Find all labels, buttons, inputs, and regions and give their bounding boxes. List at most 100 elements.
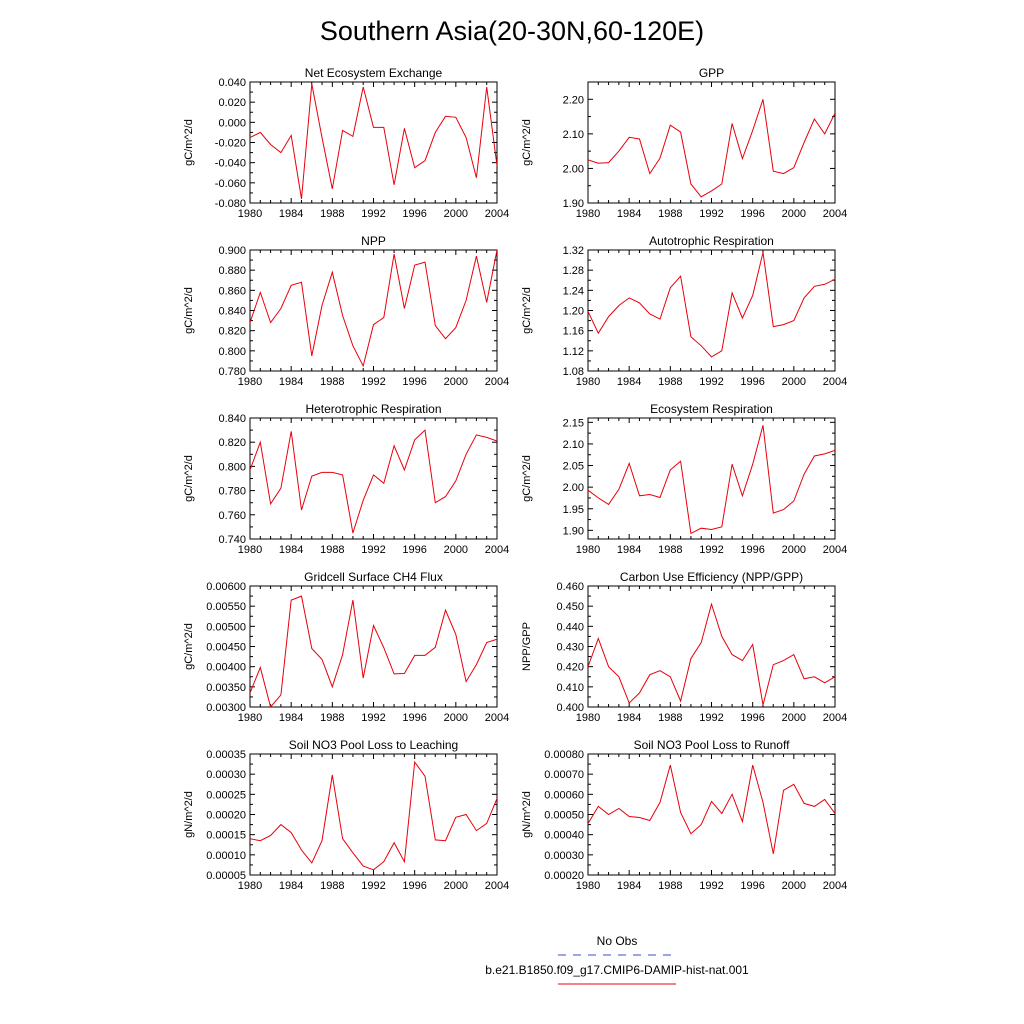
y-tick-label: 0.740 [218,534,246,546]
x-tick-label: 1992 [361,376,385,388]
y-tick-label: 2.10 [563,129,584,141]
y-tick-label: 0.00005 [206,870,246,882]
x-tick-label: 1984 [617,712,641,724]
y-tick-label: 2.05 [563,461,584,473]
panel-title: NPP [361,234,386,248]
legend-model-label: b.e21.B1850.f09_g17.CMIP6-DAMIP-hist-nat… [485,963,749,977]
y-tick-label: 0.00010 [206,850,246,862]
y-tick-label: 0.760 [218,510,246,522]
x-tick-label: 1996 [402,880,426,892]
y-axis-label: gC/m^2/d [521,287,533,334]
y-tick-label: 2.15 [563,417,584,429]
x-tick-label: 1984 [279,880,303,892]
y-tick-label: 1.90 [563,198,584,210]
x-tick-label: 1992 [699,880,723,892]
y-tick-label: 0.00550 [206,601,246,613]
figure-title: Southern Asia(20-30N,60-120E) [320,16,704,46]
series-line [250,595,497,707]
panel-npp: NPP 1980 1984 1988 1992 1996 2000 2004 0.780 0.80… [183,234,509,388]
plot-frame [249,585,498,708]
series-line [588,99,835,198]
y-tick-label: 0.410 [556,682,584,694]
panel-carbon-use-efficiency-npp-gpp: Carbon Use Efficiency (NPP/GPP) 1980 1984 1… [521,570,847,724]
x-tick-label: 1996 [740,880,764,892]
x-tick-label: 1996 [402,208,426,220]
y-tick-label: 0.00040 [544,830,584,842]
x-tick-label: 1980 [576,544,600,556]
y-axis-label: gC/m^2/d [183,287,195,334]
panel-title: Soil NO3 Pool Loss to Leaching [289,738,458,752]
y-tick-label: -0.040 [215,158,246,170]
x-tick-label: 1980 [238,376,262,388]
x-tick-label: 1980 [238,208,262,220]
y-tick-label: 2.00 [563,163,584,175]
x-tick-label: 1992 [699,544,723,556]
y-tick-label: 2.10 [563,439,584,451]
x-tick-label: 2004 [823,880,847,892]
panel-heterotrophic-respiration: Heterotrophic Respiration 1980 1984 1988 199… [183,402,509,556]
y-tick-label: 0.880 [218,265,246,277]
y-tick-label: 0.00070 [544,769,584,781]
x-tick-label: 1988 [658,544,682,556]
y-axis-label: gC/m^2/d [521,119,533,166]
y-tick-label: 1.32 [563,245,584,257]
y-tick-label: 0.040 [218,77,246,89]
plot-frame [249,753,498,876]
plot-frame [249,417,498,540]
x-tick-label: 1996 [740,376,764,388]
legend: No Obs b.e21.B1850.f09_g17.CMIP6-DAMIP-h… [485,934,749,985]
series-line [250,250,497,368]
y-tick-label: 0.00020 [206,810,246,822]
y-tick-label: 0.020 [218,97,246,109]
y-tick-label: 0.00600 [206,581,246,593]
x-tick-label: 1984 [617,208,641,220]
y-tick-label: 0.00035 [206,749,246,761]
y-tick-label: 0.420 [556,662,584,674]
x-tick-label: 2000 [444,712,468,724]
series-line [588,252,835,358]
y-tick-label: 0.00400 [206,662,246,674]
x-tick-label: 1996 [740,712,764,724]
y-tick-label: 0.00500 [206,621,246,633]
legend-obs-label: No Obs [597,934,638,948]
x-tick-label: 1992 [699,712,723,724]
y-tick-label: 0.00025 [206,789,246,801]
x-tick-label: 1980 [576,712,600,724]
y-tick-label: 0.00080 [544,749,584,761]
x-tick-label: 1988 [658,880,682,892]
y-tick-label: 0.430 [556,642,584,654]
plot-frame [587,417,836,540]
x-tick-label: 1980 [576,376,600,388]
series-line [250,83,497,200]
x-tick-label: 2004 [485,208,509,220]
x-tick-label: 2004 [485,376,509,388]
x-tick-label: 2004 [485,712,509,724]
y-tick-label: 0.00450 [206,642,246,654]
y-tick-label: 0.820 [218,437,246,449]
x-tick-label: 2004 [823,544,847,556]
y-axis-label: gN/m^2/d [183,791,195,838]
y-tick-label: 0.800 [218,461,246,473]
panel-autotrophic-respiration: Autotrophic Respiration 1980 1984 1988 1992 1… [521,234,847,388]
x-tick-label: 1996 [740,544,764,556]
x-tick-label: 2004 [823,712,847,724]
y-tick-label: 0.00060 [544,789,584,801]
y-axis-label: gC/m^2/d [183,455,195,502]
x-tick-label: 1996 [402,376,426,388]
x-tick-label: 1980 [238,880,262,892]
y-tick-label: 1.16 [563,326,584,338]
x-tick-label: 1984 [617,880,641,892]
x-tick-label: 1984 [617,544,641,556]
y-axis-label: gC/m^2/d [521,455,533,502]
x-tick-label: 2000 [782,544,806,556]
y-tick-label: 0.800 [218,346,246,358]
panel-title: Heterotrophic Respiration [305,402,441,416]
y-tick-label: 0.840 [218,413,246,425]
x-tick-label: 1984 [279,376,303,388]
panel-gpp: GPP 1980 1984 1988 1992 1996 2000 2004 1.90 2.00 2… [521,66,847,220]
panel-ecosystem-respiration: Ecosystem Respiration 1980 1984 1988 1992 199… [521,402,847,556]
x-tick-label: 1992 [361,544,385,556]
x-tick-label: 1988 [320,880,344,892]
panel-title: GPP [699,66,724,80]
